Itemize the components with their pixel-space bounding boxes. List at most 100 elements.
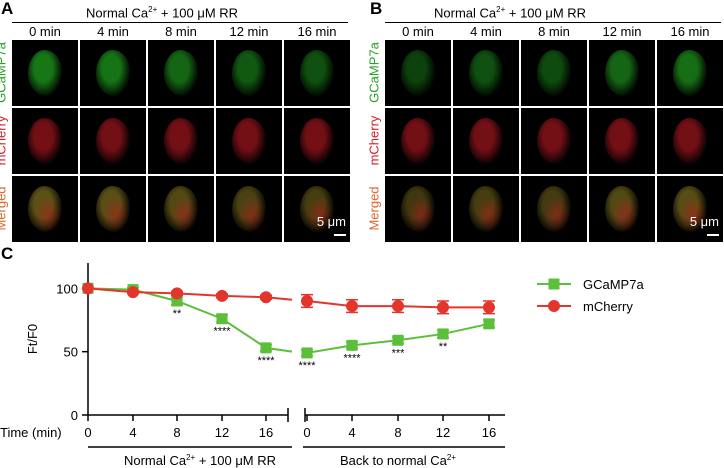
significance-stars: **** (343, 352, 361, 364)
micrograph-cell (12, 108, 78, 174)
x-tick-label: 8 (173, 425, 180, 440)
micrograph-cell (657, 40, 723, 106)
data-point-gcamp7a (301, 347, 313, 359)
legend-label: GCaMP7a (583, 277, 644, 292)
panel-a-header-sup: 2+ (148, 5, 158, 14)
cell-blob (96, 50, 130, 96)
cell-blob-red (34, 196, 62, 232)
cell-blob (469, 118, 503, 164)
cell-blob-red (611, 196, 639, 232)
cell-blob (232, 50, 266, 96)
y-tick-label: 0 (71, 408, 78, 423)
cell-blob-red (679, 196, 707, 232)
x-tick-label: 16 (259, 425, 273, 440)
time-label: 4 min (470, 24, 502, 39)
data-point-mcherry (216, 289, 228, 302)
micrograph-cell (80, 108, 146, 174)
x-tick-label: 16 (482, 425, 496, 440)
micrograph-cell (216, 40, 282, 106)
data-point-gcamp7a (171, 295, 183, 307)
micrograph-cell (284, 108, 350, 174)
cell-blob-red (238, 196, 266, 232)
cell-blob-red (475, 196, 503, 232)
micrograph-cell (453, 108, 519, 174)
condition-label-1-sup: 2+ (186, 453, 195, 462)
time-label: 0 min (402, 24, 434, 39)
panel-b-header: Normal Ca2+ + 100 μM RR (434, 5, 586, 20)
condition-label-2-sup: 2+ (447, 453, 456, 462)
micrograph-cell (589, 108, 655, 174)
cell-blob-red (306, 196, 334, 232)
row-label-merged: Merged (0, 186, 9, 231)
cell-blob (673, 118, 707, 164)
y-tick-label: 50 (64, 345, 78, 360)
panel-b-header-prefix: Normal Ca (434, 5, 497, 21)
data-point-mcherry (171, 287, 183, 300)
cell-blob (164, 118, 198, 164)
micrograph-cell (521, 40, 587, 106)
data-point-mcherry (82, 282, 94, 295)
significance-stars: **** (257, 355, 275, 367)
row-label-mcherry: mCherry (0, 115, 9, 166)
data-point-mcherry (346, 300, 358, 313)
cell-blob (605, 118, 639, 164)
panel-b-letter: B (370, 0, 383, 18)
data-point-gcamp7a (346, 339, 358, 351)
cell-blob (673, 50, 707, 96)
significance-stars: ** (173, 308, 182, 320)
condition-label-1-suffix: + 100 μM RR (195, 453, 276, 468)
micrograph-cell (216, 108, 282, 174)
x-tick-label: 0 (303, 425, 310, 440)
x-tick-label: 12 (436, 425, 450, 440)
panel-a-header-line (12, 22, 348, 23)
row-label-merged: Merged (366, 186, 382, 231)
micrograph-cell (148, 176, 214, 242)
significance-stars: ** (439, 341, 448, 353)
scale-bar (707, 234, 719, 236)
micrograph-cell (12, 40, 78, 106)
micrograph-cell (80, 176, 146, 242)
cell-blob (28, 118, 62, 164)
micrograph-cell (216, 176, 282, 242)
cell-blob (300, 50, 334, 96)
micrograph-cell: 5 μm (284, 176, 350, 242)
panel-b-header-suffix: + 100 μM RR (505, 5, 587, 21)
panel-a-header-suffix: + 100 μM RR (157, 5, 239, 21)
panel-a-letter: A (1, 0, 14, 18)
data-point-mcherry (301, 295, 313, 307)
legend-marker (548, 278, 560, 290)
cell-blob (401, 118, 435, 164)
micrograph-cell: 5 μm (657, 176, 723, 242)
legend-label: mCherry (583, 299, 633, 314)
time-label: 12 min (602, 24, 642, 39)
time-label: 8 min (538, 24, 570, 39)
micrograph-cell (80, 40, 146, 106)
panel-a-header: Normal Ca2+ + 100 μM RR (86, 5, 238, 20)
micrograph-cell (521, 108, 587, 174)
legend-marker (548, 300, 560, 312)
micrograph-cell (12, 176, 78, 242)
cell-blob (300, 118, 334, 164)
data-point-mcherry (260, 291, 272, 304)
scale-bar (334, 234, 346, 236)
time-label: 8 min (165, 24, 197, 39)
data-point-mcherry (392, 300, 404, 313)
panel-c-chart: 0 50 100 Ft/F0 0 4 8 12 16 0 4 8 12 16 Time (min) Norma… (0, 263, 644, 468)
cell-blob (537, 50, 571, 96)
data-point-mcherry (127, 286, 139, 299)
significance-stars: **** (213, 326, 231, 338)
scale-bar-label: 5 μm (316, 214, 346, 229)
micrograph-cell (148, 108, 214, 174)
time-label: 0 min (29, 24, 61, 39)
cell-blob (232, 118, 266, 164)
cell-blob (537, 118, 571, 164)
row-label-mcherry: mCherry (366, 115, 382, 166)
x-axis-label: Time (min) (0, 425, 62, 440)
panel-c-letter: C (1, 244, 14, 263)
significance-stars: **** (298, 360, 316, 372)
condition-label-1-prefix: Normal Ca (124, 453, 187, 468)
cell-blob (401, 50, 435, 96)
x-tick-label: 8 (394, 425, 401, 440)
cell-blob-red (543, 196, 571, 232)
data-point-gcamp7a (260, 342, 272, 354)
